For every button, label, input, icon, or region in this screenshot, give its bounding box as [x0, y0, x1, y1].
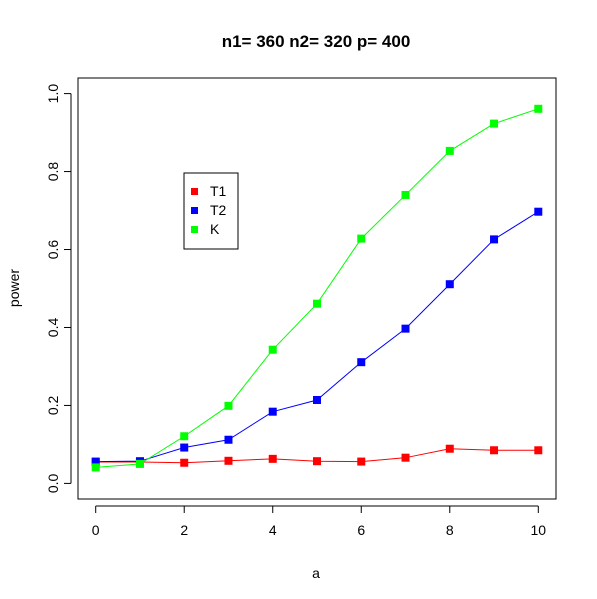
point-t2	[91, 457, 100, 466]
point-t1	[224, 456, 233, 465]
point-t2	[268, 407, 277, 416]
legend-swatch-t2	[191, 207, 198, 214]
y-tick-label: 0.2	[45, 396, 61, 416]
point-k	[534, 104, 543, 113]
point-t1	[401, 453, 410, 462]
point-k	[268, 345, 277, 354]
x-axis-label: a	[312, 565, 320, 581]
legend-label-t1: T1	[210, 183, 227, 199]
y-tick-label: 0.0	[45, 473, 61, 493]
x-axis: 0 2 4 6 8 10	[92, 505, 547, 538]
point-k	[135, 459, 144, 468]
y-axis-label: power	[6, 269, 22, 307]
x-tick-label: 0	[92, 522, 100, 538]
series-layer	[91, 104, 543, 472]
point-t1	[445, 444, 454, 453]
point-k	[313, 299, 321, 308]
x-tick-label: 8	[446, 522, 454, 538]
point-t2	[490, 235, 499, 244]
legend-swatch-k	[191, 226, 198, 233]
plot-frame	[77, 77, 557, 500]
point-k	[490, 119, 499, 128]
legend-swatch-t1	[191, 188, 198, 195]
point-k	[180, 432, 189, 441]
point-t1	[534, 446, 543, 455]
point-t1	[180, 458, 189, 467]
x-tick-label: 2	[180, 522, 188, 538]
legend: T1 T2 K	[183, 172, 239, 250]
y-tick-label: 1.0	[45, 84, 61, 104]
point-k	[445, 146, 454, 155]
point-k	[91, 463, 100, 472]
legend-label-k: K	[210, 221, 220, 237]
point-t1	[313, 457, 321, 466]
chart-title: n1= 360 n2= 320 p= 400	[222, 32, 411, 51]
point-k	[357, 234, 366, 243]
point-k	[224, 401, 233, 410]
point-t1	[268, 454, 277, 463]
legend-label-t2: T2	[210, 202, 227, 218]
point-t2	[534, 207, 543, 216]
point-t2	[357, 358, 366, 367]
point-t2	[313, 395, 321, 404]
point-t2	[401, 324, 410, 333]
y-axis: 0.0 0.2 0.4 0.6 0.8 1.0	[45, 84, 72, 493]
point-t1	[357, 457, 366, 466]
point-t2	[180, 443, 189, 452]
point-t2	[224, 435, 233, 444]
point-k	[401, 190, 410, 199]
point-t1	[490, 446, 499, 455]
x-tick-label: 6	[357, 522, 365, 538]
y-tick-label: 0.6	[45, 240, 61, 260]
x-tick-label: 4	[269, 522, 277, 538]
series-k	[91, 104, 543, 472]
y-tick-label: 0.4	[45, 318, 61, 338]
x-tick-label: 10	[531, 522, 547, 538]
series-line-t2	[95, 211, 539, 463]
point-t2	[445, 280, 454, 289]
y-tick-label: 0.8	[45, 162, 61, 182]
series-t2	[91, 207, 543, 466]
series-line-k	[95, 108, 539, 468]
